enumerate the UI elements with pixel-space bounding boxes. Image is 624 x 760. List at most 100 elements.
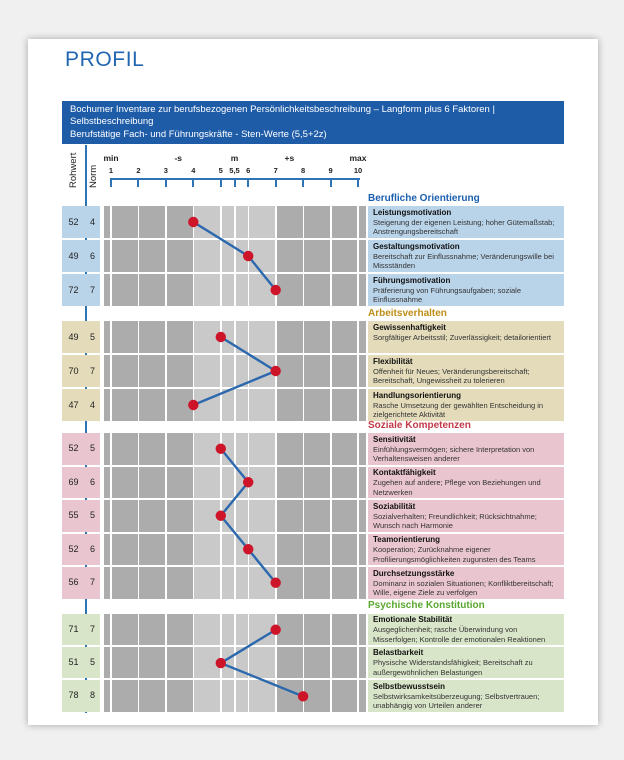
dimension-title: Flexibilität [373, 356, 413, 366]
outer-zone-band [166, 389, 193, 421]
outer-zone-band [104, 355, 111, 387]
profile-row: 52 4 Leistungsmotivation Steigerung der eig… [62, 206, 564, 238]
outer-zone-band [304, 274, 330, 306]
outer-zone-band [139, 355, 166, 387]
outer-zone-band [276, 433, 303, 465]
dimension-description: Selbstwirksamkeitsüberzeugung; Selbstver… [373, 691, 540, 711]
outer-zone-band [104, 567, 111, 599]
scale-tick-mark [274, 178, 277, 187]
average-zone-band [235, 274, 248, 306]
outer-zone-band [166, 646, 193, 679]
average-zone-band [249, 433, 276, 465]
column-header-rohwert: Rohwert [68, 152, 79, 188]
outer-zone-band [104, 500, 111, 532]
average-zone-band [194, 533, 221, 565]
sten-band-track [103, 500, 367, 532]
outer-zone-band [166, 613, 193, 645]
scale-tick-mark [110, 178, 112, 187]
outer-zone-band [139, 533, 166, 565]
dimension-title: Teamorientierung [373, 535, 440, 544]
profile-row: 47 4 Handlungsorientierung Rasche Umsetzung… [62, 389, 564, 421]
scale-tick-label: 6 [246, 166, 251, 175]
scale-axis-line [111, 178, 360, 180]
outer-zone-band [304, 646, 330, 679]
sten-band-track [103, 646, 367, 679]
outer-zone-band [359, 646, 367, 679]
outer-zone-band [276, 646, 303, 679]
scale-tick-label: 10 [353, 166, 363, 175]
average-zone-band [194, 433, 221, 465]
outer-zone-band [276, 500, 303, 532]
outer-zone-band [331, 389, 358, 421]
outer-zone-band [359, 206, 367, 238]
dimension-description-box: Leistungsmotivation Steigerung der eigene… [368, 206, 564, 238]
score-cells: 49 6 [62, 240, 100, 272]
outer-zone-band [166, 567, 193, 599]
dimension-description: Ausgeglichenheit; rasche Überwindung von… [373, 625, 546, 644]
sten-band-track [103, 680, 367, 712]
scale-tick-mark [357, 178, 359, 187]
rohwert-value: 52 [68, 217, 79, 227]
header-line-1: Bochumer Inventare zur berufsbezogenen P… [70, 104, 495, 115]
outer-zone-band [304, 567, 330, 599]
outer-zone-band [359, 355, 367, 387]
dimension-description-box: Kontaktfähigkeit Zugehen auf andere; Pfle… [368, 466, 564, 498]
outer-zone-band [359, 274, 367, 306]
rohwert-value: 78 [68, 690, 79, 701]
outer-zone-band [331, 206, 358, 238]
rohwert-value: 47 [68, 400, 79, 410]
score-cells: 71 7 [62, 613, 100, 645]
sten-band-track [103, 613, 367, 645]
outer-zone-band [331, 466, 358, 498]
sten-band-track [103, 321, 367, 353]
dimension-description-box: Gestaltungsmotivation Bereitschaft zur Ei… [368, 240, 564, 272]
outer-zone-band [139, 466, 166, 498]
scale-tick-label: 2 [136, 166, 141, 175]
norm-value: 6 [89, 543, 95, 554]
average-zone-band [249, 613, 276, 645]
scale-region-label: +s [284, 153, 295, 163]
rohwert-value: 52 [68, 543, 79, 554]
score-cells: 52 4 [62, 206, 100, 238]
profile-row: 78 8 Selbstbewusstsein Selbstwirksamkeitsüb… [62, 680, 564, 712]
outer-zone-band [304, 533, 330, 565]
outer-zone-band [331, 567, 358, 599]
outer-zone-band [331, 680, 358, 712]
profile-row: 70 7 Flexibilität Offenheit für Neues; Verä… [62, 355, 564, 387]
scale-tick-mark [247, 178, 250, 187]
dimension-title: Belastbarkeit [373, 648, 424, 658]
average-zone-band [221, 433, 234, 465]
outer-zone-band [331, 355, 358, 387]
rohwert-value: 49 [68, 251, 79, 261]
outer-zone-band [112, 433, 138, 465]
scale-region-label: m [230, 153, 239, 163]
score-cells: 51 5 [62, 646, 100, 679]
score-cells: 55 5 [62, 500, 100, 532]
dimension-title: Gewissenhaftigkeit [373, 322, 446, 332]
outer-zone-band [139, 646, 166, 679]
dimension-description-box: Führungsmotivation Präferierung von Führu… [368, 274, 564, 306]
profile-row: 72 7 Führungsmotivation Präferierung von Fü… [62, 274, 564, 306]
average-zone-band [235, 240, 248, 272]
outer-zone-band [112, 646, 138, 679]
scale-tick-label: 8 [301, 166, 306, 175]
average-zone-band [194, 466, 221, 498]
outer-zone-band [359, 433, 367, 465]
average-zone-band [235, 500, 248, 532]
outer-zone-band [276, 466, 303, 498]
average-zone-band [249, 500, 276, 532]
outer-zone-band [139, 567, 166, 599]
rohwert-value: 51 [68, 656, 79, 667]
rohwert-value: 70 [68, 366, 79, 376]
outer-zone-band [304, 613, 330, 645]
outer-zone-band [166, 321, 193, 353]
scale-tick-label: 1 [108, 166, 114, 175]
rohwert-value: 69 [68, 476, 79, 487]
profile-row: 52 6 Teamorientierung Kooperation; Zurückna… [62, 533, 564, 565]
average-zone-band [221, 500, 234, 532]
score-cells: 52 6 [62, 533, 100, 565]
outer-zone-band [276, 680, 303, 712]
outer-zone-band [304, 355, 330, 387]
profile-row: 51 5 Belastbarkeit Physische Widerstandsfäh… [62, 646, 564, 679]
outer-zone-band [112, 274, 138, 306]
